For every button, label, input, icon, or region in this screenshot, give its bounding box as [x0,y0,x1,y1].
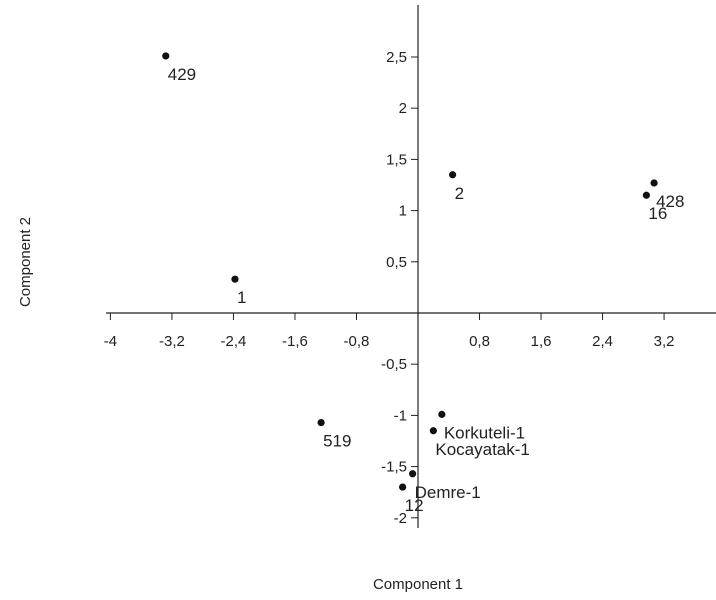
y-tick-label: 1,5 [386,151,407,168]
data-point-label: 16 [648,204,667,223]
data-point [409,470,417,478]
y-tick-label: 1 [399,203,407,220]
y-tick-label: -2 [394,510,407,527]
x-axis-label: Component 1 [373,576,463,593]
data-point-label: 12 [405,496,424,515]
y-tick-label: 2 [399,100,407,117]
y-tick-label: 2,5 [386,49,407,66]
data-point [449,171,457,179]
x-tick-label: -2,4 [221,333,247,350]
x-tick-label: 2,4 [592,333,613,350]
y-tick-label: -0,5 [381,356,407,373]
data-point-label: Demre-1 [415,483,481,502]
data-point-label: 2 [455,184,464,203]
y-tick-label: 0,5 [386,254,407,271]
y-axis-label: Component 2 [17,217,34,307]
x-tick-label: -4 [104,333,117,350]
data-point-label: Kocayatak-1 [435,440,530,459]
data-point-label: 519 [323,432,351,451]
data-point-label: Korkuteli-1 [444,423,525,442]
data-point [162,52,170,60]
y-tick-label: -1 [394,407,407,424]
data-point [399,483,407,491]
data-point [317,418,325,427]
data-point-label: 1 [237,288,246,307]
x-tick-label: -0,8 [344,333,370,350]
data-point [429,427,437,435]
tick-marks: -4 -3,2 -2,4 -1,6 -0,8 0,8 1,6 2,4 3,2 -2 -1,5 -1 -0… [104,49,675,527]
data-point-label: 429 [168,65,196,84]
x-tick-label: 1,6 [531,333,552,350]
axes [106,5,716,528]
x-tick-label: 0,8 [469,333,490,350]
data-point [231,275,239,283]
x-tick-label: 3,2 [654,333,675,350]
y-tick-label: -1,5 [381,459,407,476]
data-point [642,191,650,199]
data-point [650,179,658,187]
x-tick-label: -1,6 [282,333,308,350]
x-tick-label: -3,2 [159,333,185,350]
data-point-label: 428 [656,192,684,211]
data-point [438,410,446,418]
